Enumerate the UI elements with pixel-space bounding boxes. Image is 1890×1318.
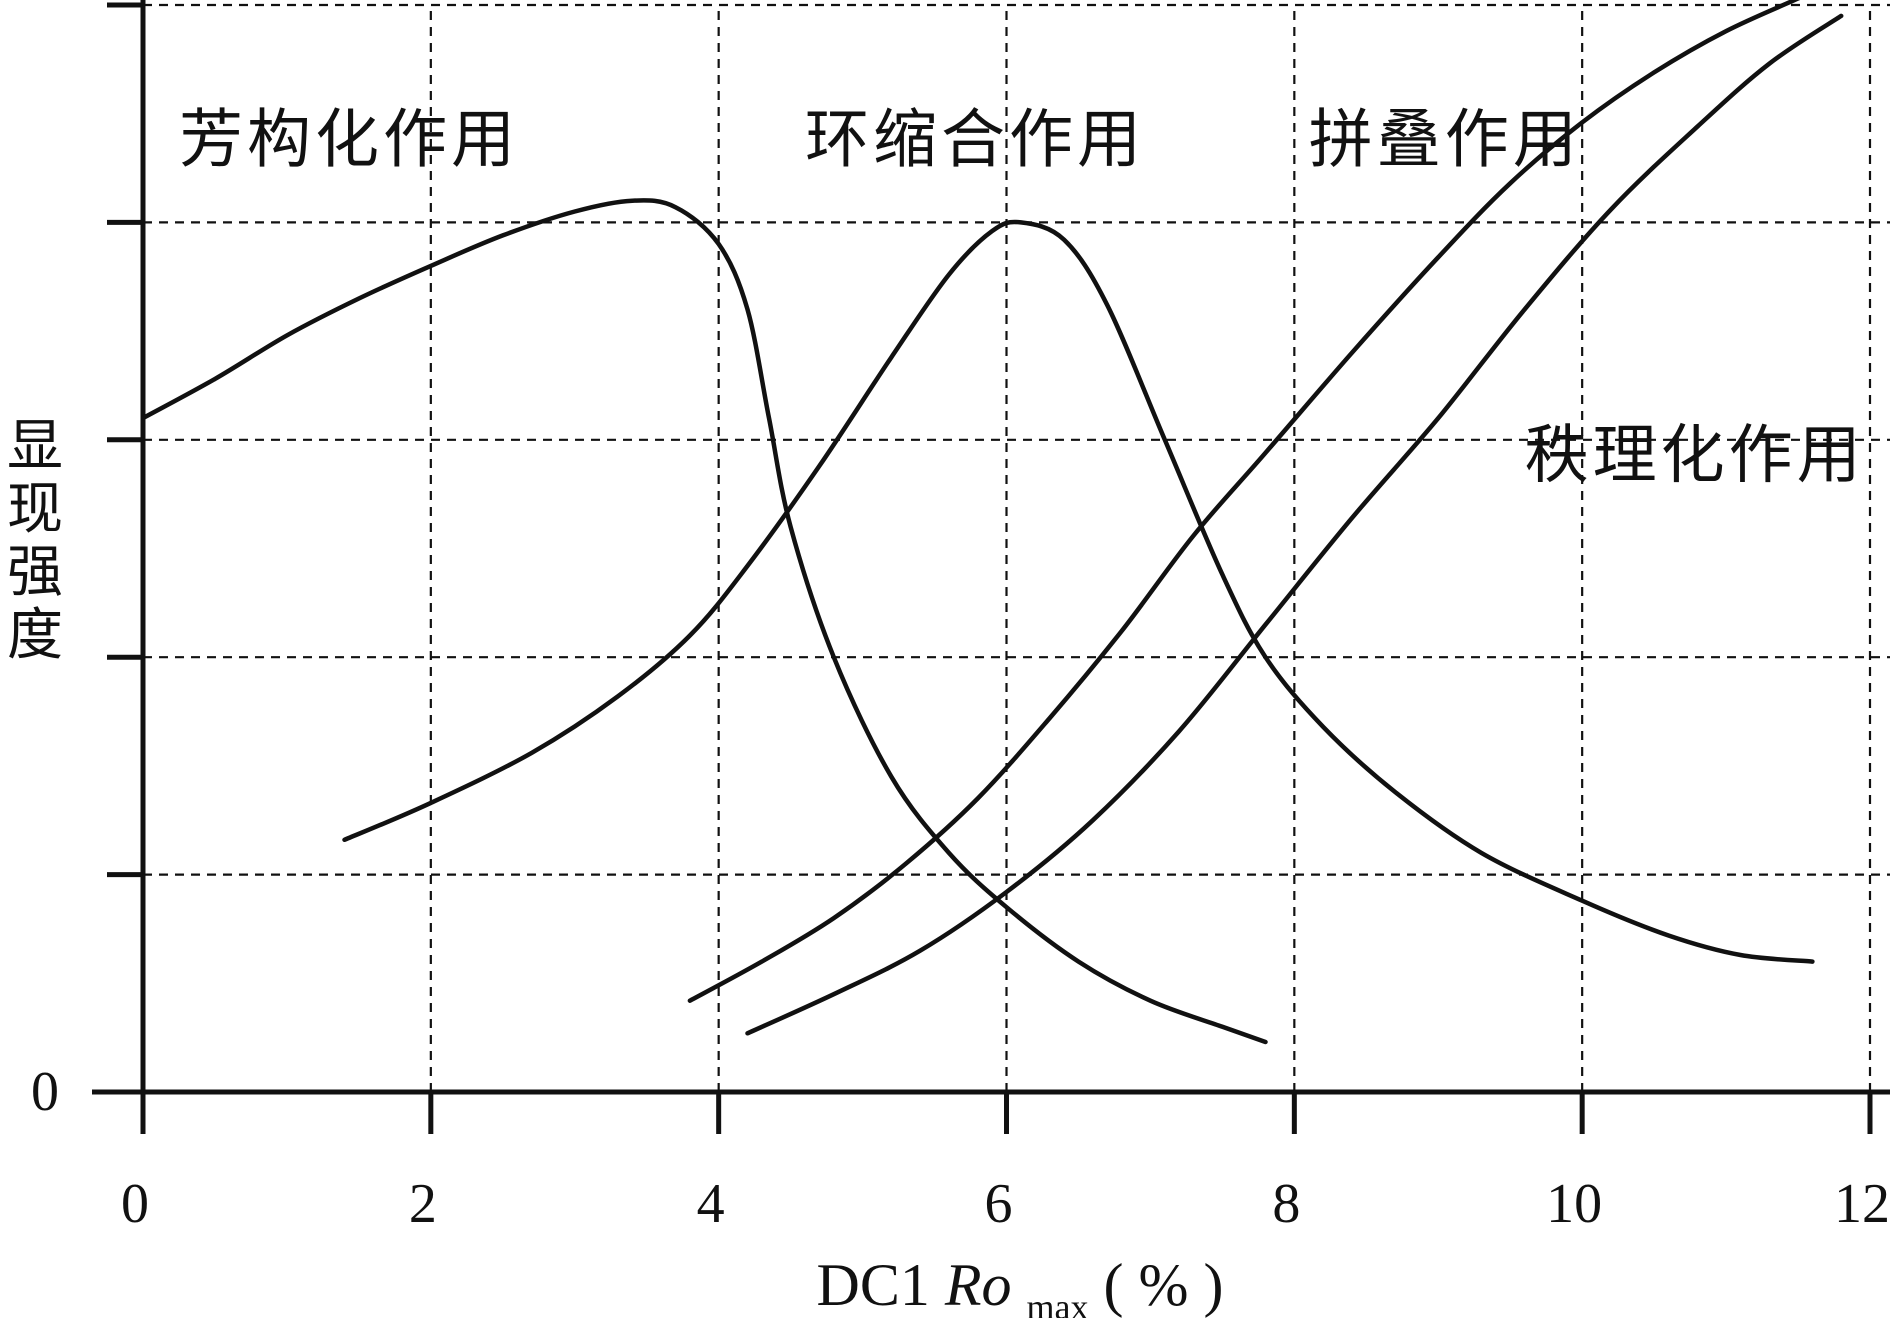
label-ring-condensation: 环缩合作用 xyxy=(805,104,1145,178)
x-tick-label: 2 xyxy=(409,1173,437,1235)
label-aromatization: 芳构化作用 xyxy=(179,104,519,178)
y-axis-label-char: 强 xyxy=(7,540,63,605)
x-axis-label-prefix: DC1 xyxy=(817,1252,945,1318)
x-axis-label-symbol: Ro xyxy=(944,1252,1012,1318)
x-axis-label-unit: ( % ) xyxy=(1104,1252,1224,1318)
x-tick-label: 6 xyxy=(985,1173,1013,1235)
aromatization-curve xyxy=(140,198,1268,1045)
ring-condensation-curve xyxy=(342,219,1815,964)
x-tick-label: 0 xyxy=(121,1173,149,1235)
y-axis-label-char: 度 xyxy=(7,603,63,668)
y-axis-label-char: 现 xyxy=(7,477,63,542)
ordering-curve xyxy=(745,13,1844,1036)
x-tick-label: 10 xyxy=(1546,1173,1602,1235)
grid-lines xyxy=(143,3,1890,1092)
x-axis-label-subscript: max xyxy=(1027,1287,1089,1318)
x-tick-label: 4 xyxy=(697,1173,725,1235)
x-axis-label: DC1 Ro max ( % ) xyxy=(817,1252,1224,1318)
label-stacking: 拼叠作用 xyxy=(1309,104,1581,178)
stacking-curve xyxy=(687,0,1801,1003)
tick-labels: 0 2 4 6 8 10 12 0 xyxy=(31,1061,1890,1235)
axes xyxy=(92,0,1890,1134)
x-tick-label: 12 xyxy=(1834,1173,1890,1235)
x-tick-label: 8 xyxy=(1272,1173,1300,1235)
y-axis-label-char: 显 xyxy=(7,414,63,479)
y-tick-label: 0 xyxy=(31,1061,59,1123)
label-ordering: 秩理化作用 xyxy=(1525,419,1865,493)
curves xyxy=(140,0,1844,1045)
